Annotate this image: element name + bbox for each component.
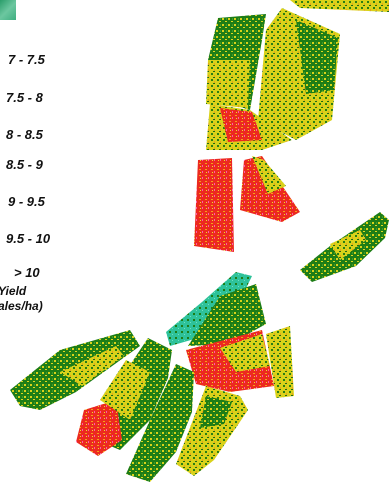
field-south-west-yellow xyxy=(60,346,124,386)
field-middle-red xyxy=(220,108,262,142)
legend-class-4: 8.5 - 9 xyxy=(6,157,43,172)
legend-title: Yield ales/ha) xyxy=(0,284,78,314)
field-south-lower-yellow xyxy=(100,360,150,420)
legend-color-swatch xyxy=(0,0,16,20)
field-south-east-2 xyxy=(266,326,294,398)
legend-class-1: 7 - 7.5 xyxy=(8,52,45,67)
field-south-upper-green xyxy=(188,284,266,346)
field-east-strip-yellow xyxy=(330,230,366,260)
field-south-central xyxy=(194,158,234,252)
legend-title-line1: Yield xyxy=(0,284,27,298)
field-south-east-yellow xyxy=(252,156,286,194)
field-south-mid-yellow xyxy=(220,334,270,372)
field-north-west-yellow xyxy=(206,60,250,108)
legend-class-6: 9.5 - 10 xyxy=(6,231,51,246)
field-south-lower-right-green xyxy=(200,396,232,428)
legend-class-2: 7.5 - 8 xyxy=(6,90,43,105)
legend-title-line2: ales/ha) xyxy=(0,299,43,313)
field-south-lower-left-red xyxy=(76,400,122,456)
legend-class-7: > 10 xyxy=(14,265,40,280)
field-top-strip xyxy=(290,0,389,12)
legend-class-3: 8 - 8.5 xyxy=(6,127,43,142)
yield-legend: 7 - 7.5 7.5 - 8 8 - 8.5 8.5 - 9 9 - 9.5 … xyxy=(0,0,80,360)
field-south-lower-right xyxy=(176,386,248,476)
field-north-east-green xyxy=(296,20,338,94)
field-south-lower-middle xyxy=(126,364,194,482)
legend-class-5: 9 - 9.5 xyxy=(8,194,45,209)
field-south-strip-cyan xyxy=(166,272,252,346)
